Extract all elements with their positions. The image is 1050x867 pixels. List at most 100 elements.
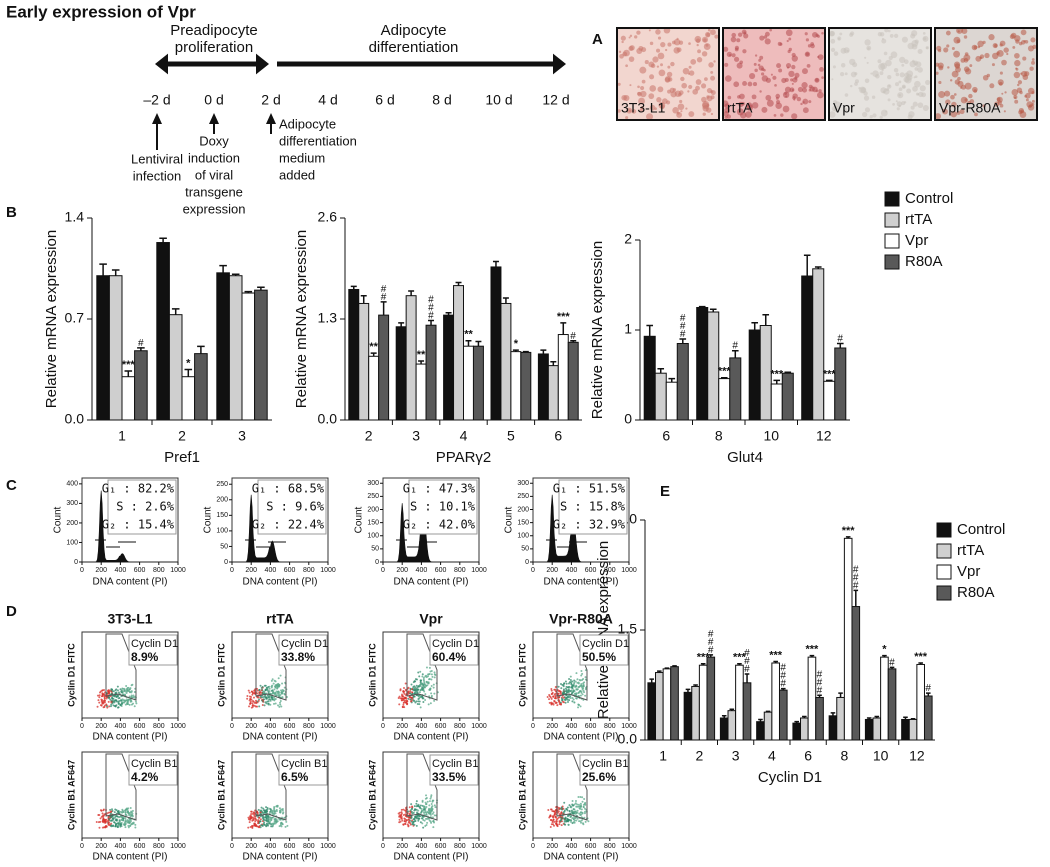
y-tick-label: 2.6 bbox=[318, 209, 338, 225]
cell-dot bbox=[555, 818, 558, 821]
stain-dot bbox=[1016, 87, 1023, 93]
stain-dot bbox=[743, 33, 749, 39]
cell-dot bbox=[561, 698, 564, 701]
stain-dot bbox=[946, 44, 950, 48]
cell-dot bbox=[422, 678, 425, 681]
cell-dot bbox=[561, 805, 564, 808]
cell-dot bbox=[114, 808, 117, 811]
stain-dot bbox=[802, 101, 805, 104]
stain-dot bbox=[945, 30, 951, 36]
cell-dot bbox=[128, 690, 131, 693]
cell-dot bbox=[579, 814, 582, 817]
stain-dot bbox=[892, 102, 895, 106]
cell-dot bbox=[421, 800, 424, 803]
error-bar bbox=[802, 715, 807, 718]
cell-dot bbox=[134, 823, 137, 826]
stain-dot bbox=[893, 67, 899, 73]
cell-dot bbox=[409, 816, 412, 819]
cell-dot bbox=[412, 818, 415, 821]
cell-dot bbox=[431, 805, 434, 808]
error-bar bbox=[219, 264, 227, 273]
stain-dot bbox=[864, 56, 867, 59]
stain-dot bbox=[730, 36, 737, 43]
stain-dot bbox=[800, 102, 803, 106]
y-tick-label: 250 bbox=[216, 481, 228, 488]
x-tick-label: 400 bbox=[115, 843, 127, 850]
error-bar bbox=[762, 313, 770, 326]
cell-dot bbox=[101, 826, 104, 829]
stain-dot bbox=[821, 76, 824, 79]
stain-dot bbox=[801, 68, 808, 75]
stain-dot bbox=[899, 56, 906, 64]
cell-dot bbox=[270, 689, 273, 692]
cell-dot bbox=[278, 825, 281, 828]
cell-dot bbox=[563, 682, 566, 685]
bar bbox=[453, 285, 464, 421]
x-tick-label: 200 bbox=[245, 843, 257, 850]
gate-stat: G₂ : 42.0% bbox=[403, 518, 476, 532]
cell-dot bbox=[276, 687, 279, 690]
cell-dot bbox=[432, 686, 435, 689]
cell-dot bbox=[581, 672, 584, 675]
error-bar bbox=[708, 654, 714, 658]
cell-dot bbox=[566, 696, 569, 699]
error-bar bbox=[560, 322, 567, 335]
x-tick-label: 0 bbox=[381, 843, 385, 850]
cell-dot bbox=[429, 670, 432, 673]
cell-dot bbox=[408, 813, 411, 816]
cell-dot bbox=[130, 684, 133, 687]
error-bar bbox=[657, 670, 662, 673]
cell-dot bbox=[269, 698, 272, 701]
stain-dot bbox=[925, 46, 929, 50]
stain-dot bbox=[733, 81, 740, 88]
stain-dot bbox=[706, 107, 712, 113]
stain-dot bbox=[984, 52, 990, 59]
cell-dot bbox=[128, 688, 131, 691]
arrow-head bbox=[209, 113, 219, 124]
bar bbox=[463, 345, 474, 421]
stain-dot bbox=[753, 62, 757, 66]
cell-dot bbox=[576, 805, 579, 808]
stain-dot bbox=[982, 104, 986, 108]
stain-dot bbox=[814, 77, 820, 83]
stain-dot bbox=[644, 60, 649, 65]
cell-dot bbox=[576, 809, 579, 812]
timeline-tick: 10 d bbox=[485, 92, 512, 108]
cell-dot bbox=[265, 825, 268, 828]
cell-dot bbox=[270, 679, 273, 682]
cell-dot bbox=[102, 809, 105, 812]
legend-swatch bbox=[936, 543, 952, 559]
cell-dot bbox=[561, 691, 564, 694]
cell-dot bbox=[247, 816, 250, 819]
event-label: Doxy bbox=[199, 133, 229, 148]
stain-dot bbox=[784, 86, 791, 93]
stain-dot bbox=[660, 63, 664, 67]
error-bar bbox=[664, 667, 670, 669]
cell-dot bbox=[573, 682, 576, 685]
x-tick-label: 1000 bbox=[471, 843, 487, 850]
stain-dot bbox=[761, 67, 765, 71]
cell-dot bbox=[551, 692, 554, 695]
stain-dot bbox=[917, 48, 923, 55]
x-tick-label: 600 bbox=[585, 843, 597, 850]
cell-dot bbox=[584, 678, 587, 681]
legend-label: Vpr bbox=[957, 563, 980, 580]
stain-dot bbox=[672, 88, 677, 92]
cell-dot bbox=[275, 808, 278, 811]
stain-dot bbox=[887, 29, 891, 33]
cell-dot bbox=[573, 692, 576, 695]
cell-dot bbox=[417, 819, 420, 822]
y-tick-label: 50 bbox=[371, 546, 379, 553]
stain-dot bbox=[938, 80, 942, 85]
error-bar bbox=[737, 662, 742, 666]
x-tick-label: 0 bbox=[80, 567, 84, 574]
bar bbox=[547, 365, 559, 421]
stain-dot bbox=[765, 77, 771, 83]
bar bbox=[698, 664, 708, 741]
stain-dot bbox=[714, 34, 719, 39]
y-tick-label: 300 bbox=[367, 480, 379, 487]
cell-dot bbox=[248, 699, 251, 702]
cell-dot bbox=[573, 821, 576, 824]
y-axis-label: Count bbox=[203, 506, 214, 533]
cell-dot bbox=[403, 699, 406, 702]
